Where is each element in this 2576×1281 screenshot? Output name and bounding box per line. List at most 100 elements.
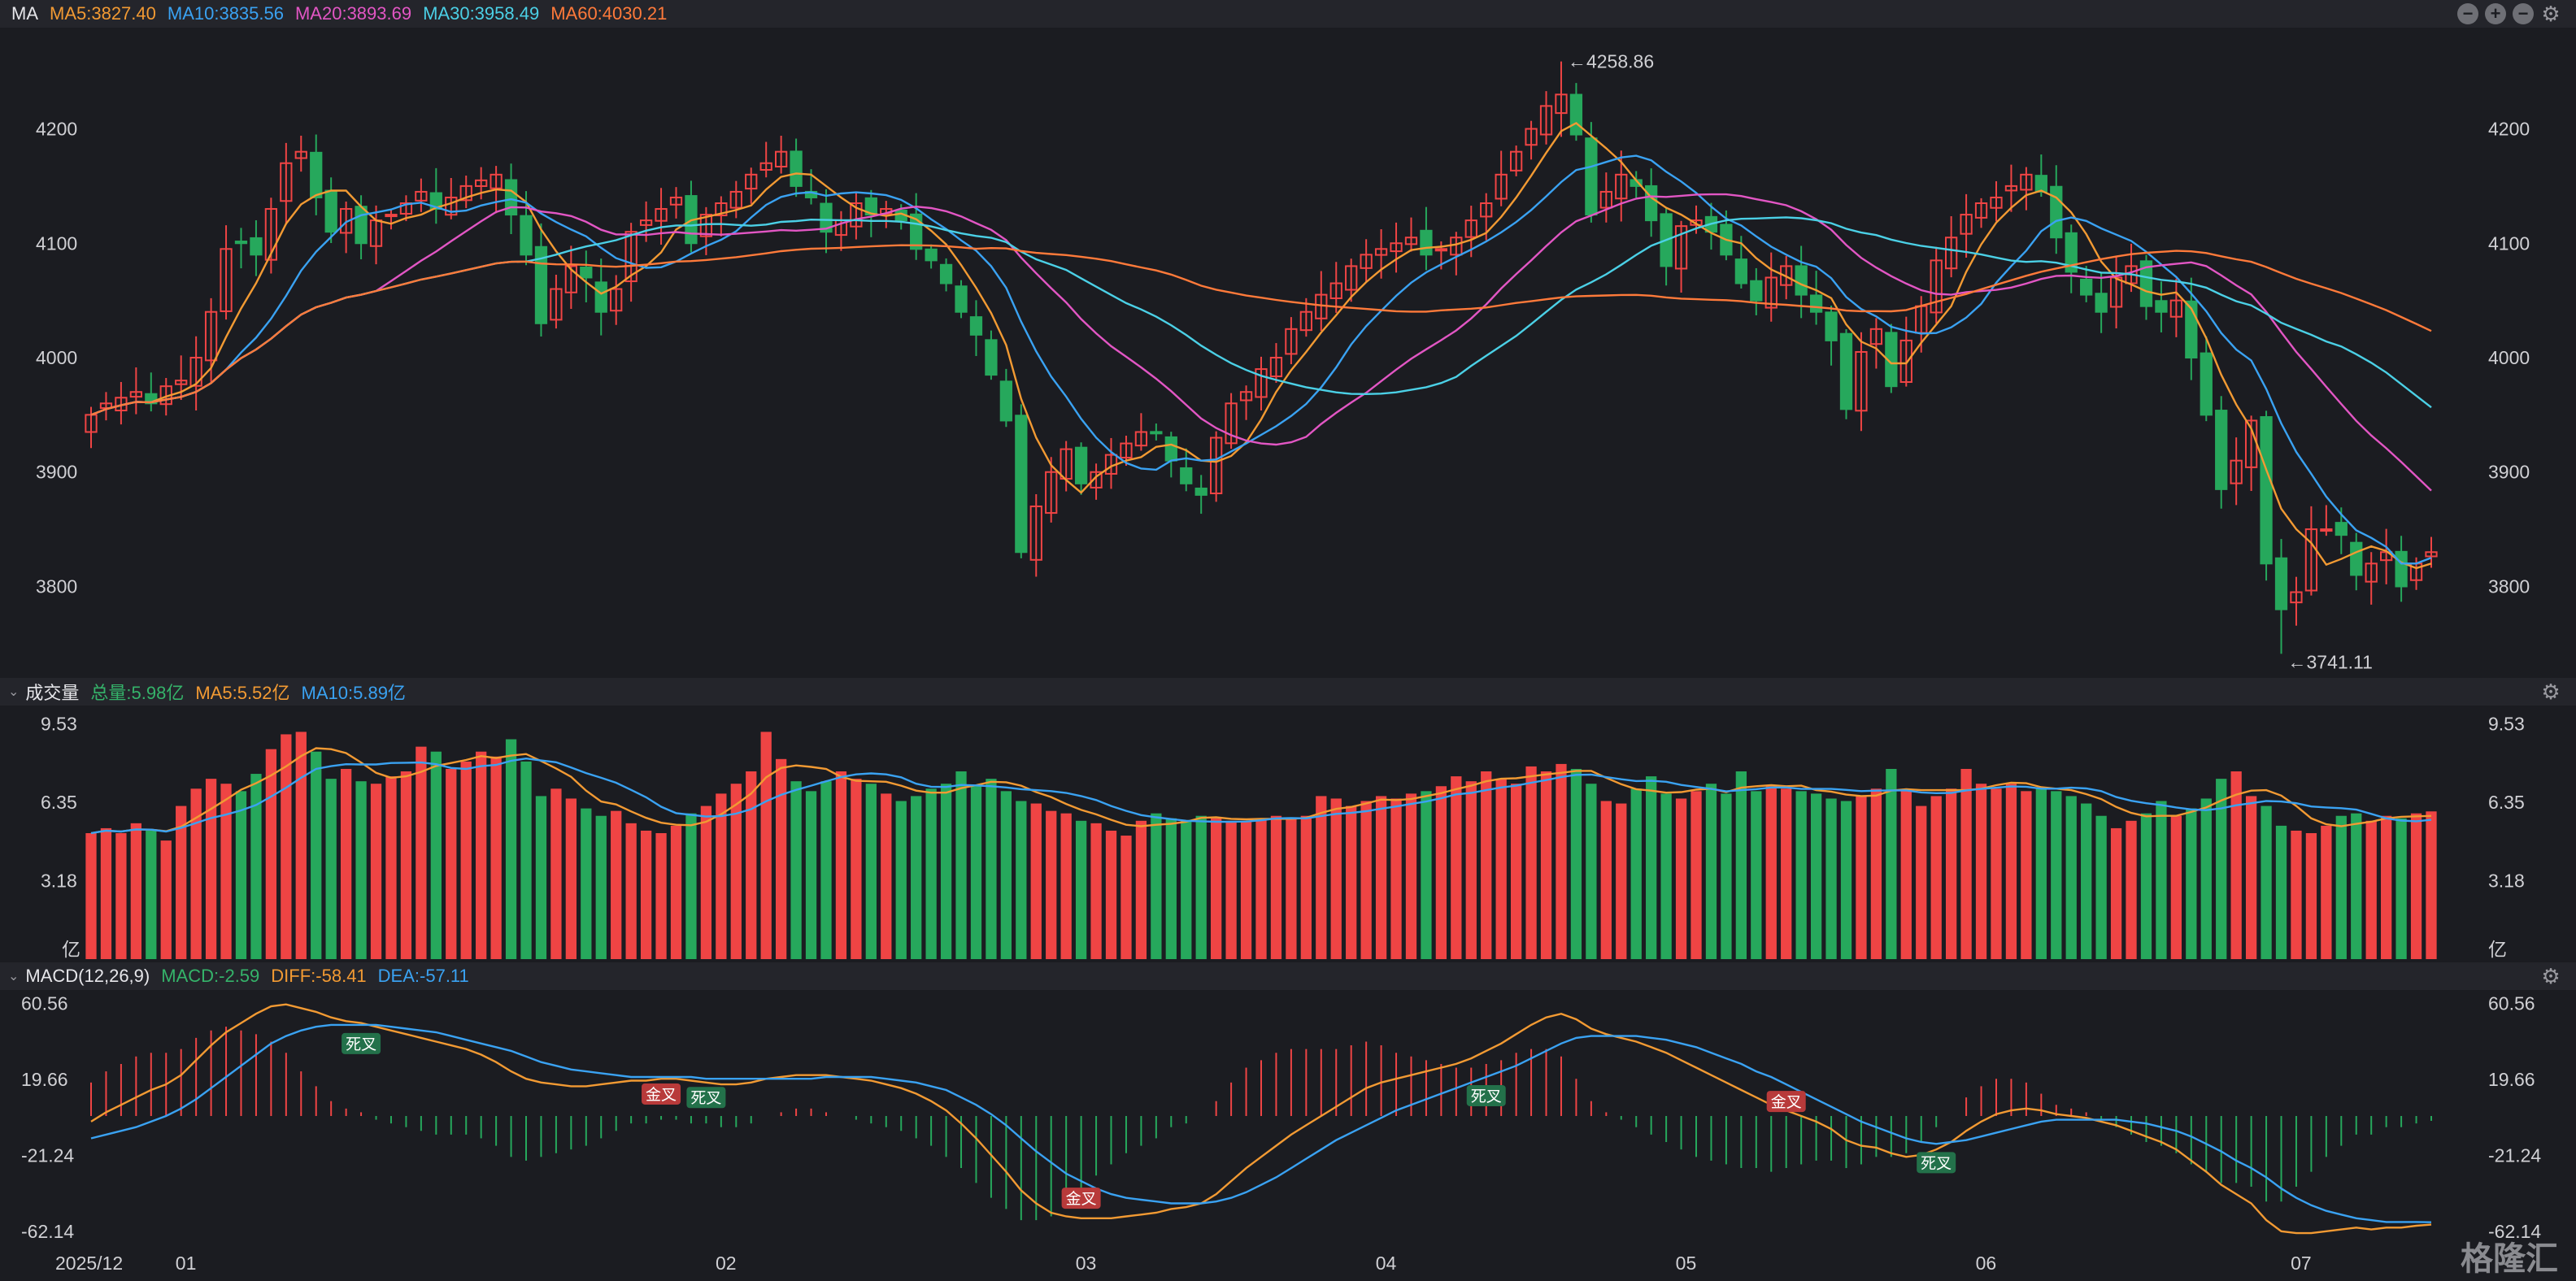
- gear-icon[interactable]: ⚙: [2541, 964, 2561, 988]
- volume-bar: [1810, 793, 1822, 959]
- candle-body: [1239, 391, 1253, 402]
- ma5-line: [90, 122, 2432, 570]
- macd-legend-item-2: DEA:-57.11: [377, 966, 469, 986]
- candle-body: [1194, 487, 1208, 496]
- volume-bar: [1765, 786, 1777, 959]
- x-axis-label-2: 02: [716, 1253, 737, 1274]
- candle-body: [310, 151, 323, 198]
- volume-bar: [1405, 793, 1417, 959]
- candle-body: [399, 202, 413, 215]
- candle-body: [1690, 219, 1703, 226]
- candle-body: [385, 214, 398, 218]
- gear-icon[interactable]: ⚙: [2541, 680, 2561, 704]
- candle-body: [550, 288, 563, 321]
- volume-bar: [520, 761, 532, 959]
- candle-body: [1360, 254, 1373, 269]
- chevron-down-icon[interactable]: ⌄: [8, 970, 20, 984]
- zoom-in-icon[interactable]: +: [2485, 3, 2506, 24]
- volume-bar: [460, 761, 472, 959]
- candle-body: [2334, 522, 2348, 536]
- candle-body: [504, 179, 518, 216]
- gear-icon[interactable]: ⚙: [2541, 2, 2561, 26]
- zoom-out-icon[interactable]: −: [2513, 3, 2534, 24]
- volume-bar: [265, 749, 277, 959]
- candle-body: [1734, 258, 1748, 284]
- candle-body: [1599, 190, 1612, 209]
- candle-body: [1899, 339, 1912, 384]
- macd-y-tick-left-3: -62.14: [21, 1221, 74, 1242]
- volume-y-tick-left-1: 6.35: [41, 792, 77, 813]
- volume-bar: [85, 833, 97, 959]
- ma-legend-item-3: MA30:3958.49: [423, 3, 540, 24]
- volume-bar: [1181, 820, 1192, 959]
- volume-bar: [2065, 796, 2077, 959]
- volume-legend-item-1: MA5:5.52亿: [195, 683, 290, 703]
- collapse-icon[interactable]: −: [2457, 3, 2478, 24]
- volume-bar: [311, 751, 322, 959]
- candle-body: [1464, 219, 1477, 238]
- macd-y-tick-right-1: 19.66: [2488, 1069, 2535, 1090]
- candle-body: [264, 208, 278, 261]
- volume-bar: [1705, 784, 1717, 959]
- volume-bar: [2035, 788, 2047, 959]
- macd-cross-badge: [1917, 1152, 1956, 1174]
- volume-bar: [1465, 781, 1477, 959]
- volume-bar: [730, 784, 742, 959]
- candle-body: [1180, 467, 1193, 484]
- candle-body: [939, 263, 953, 284]
- candle-body: [1090, 471, 1103, 489]
- volume-bar: [100, 827, 112, 959]
- volume-bar: [1586, 784, 1597, 959]
- price-panel-controls: − + − ⚙: [2457, 0, 2561, 28]
- candle-body: [1855, 350, 1868, 412]
- volume-bar: [685, 813, 697, 959]
- candle-body: [1944, 237, 1958, 270]
- candle-body: [1885, 332, 1898, 388]
- price-y-tick-right-3: 3900: [2488, 462, 2530, 483]
- volume-panel-header: ⌄ 成交量 总量:5.98亿 MA5:5.52亿 MA10:5.89亿 ⚙: [0, 678, 2576, 706]
- volume-bar: [2275, 825, 2287, 959]
- candle-body: [1825, 311, 1838, 341]
- price-low-label: ←3741.11: [2288, 651, 2373, 672]
- volume-bar: [2261, 806, 2272, 959]
- candle-body: [999, 380, 1013, 422]
- volume-bar: [2395, 818, 2407, 959]
- volume-bar: [295, 732, 307, 959]
- volume-bar: [1675, 798, 1687, 959]
- volume-bar: [1421, 791, 1432, 959]
- volume-bar: [1270, 815, 1282, 959]
- macd-cross-label: 死叉: [1921, 1155, 1952, 1172]
- candle-body: [2155, 300, 2168, 313]
- volume-bar: [1495, 779, 1507, 959]
- volume-bar: [160, 840, 172, 959]
- volume-bar: [625, 823, 637, 959]
- candle-body: [580, 267, 593, 279]
- volume-y-tick-left-0: 9.53: [41, 713, 77, 734]
- price-y-tick-left-1: 4100: [36, 232, 77, 254]
- volume-bar: [205, 779, 217, 959]
- volume-bar: [505, 739, 517, 959]
- candle-body: [1809, 294, 1823, 313]
- candle-body: [2020, 173, 2033, 191]
- macd-panel-header: ⌄ MACD(12,26,9) MACD:-2.59 DIFF:-58.41 DEA…: [0, 962, 2576, 990]
- volume-bar: [746, 771, 757, 959]
- volume-bar: [1930, 796, 1942, 959]
- candle-body: [1960, 214, 1973, 235]
- candle-body: [1930, 259, 1943, 314]
- chevron-down-icon[interactable]: ⌄: [8, 685, 20, 699]
- candle-body: [459, 185, 472, 202]
- volume-bar: [911, 796, 922, 959]
- macd-cross-badge: [1466, 1084, 1506, 1106]
- volume-y-tick-right-2: 3.18: [2488, 870, 2525, 891]
- volume-bar: [2245, 796, 2257, 959]
- candle-body: [2004, 185, 2018, 192]
- volume-bar: [1795, 791, 1807, 959]
- volume-bar: [2216, 779, 2227, 959]
- candle-body: [2169, 299, 2183, 318]
- x-axis-label-6: 06: [1976, 1253, 1997, 1274]
- candle-body: [175, 380, 188, 385]
- candle-body: [1225, 402, 1238, 445]
- candle-body: [1674, 225, 1688, 270]
- volume-bar: [490, 756, 502, 959]
